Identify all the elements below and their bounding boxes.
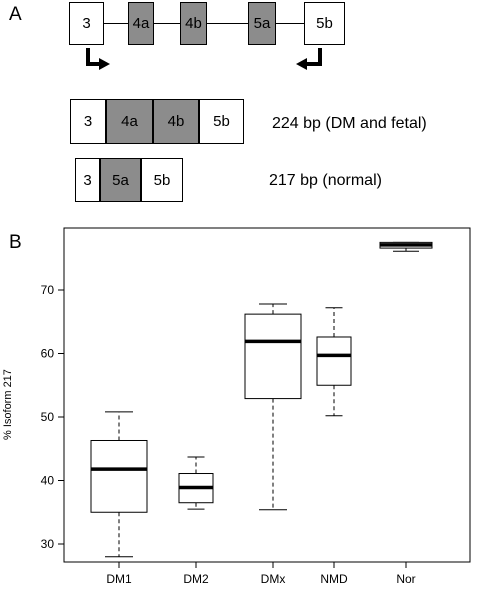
- x-tick-label: DMx: [261, 572, 286, 586]
- iso217-exon-3: 3: [75, 158, 100, 202]
- x-tick-label: DM2: [183, 572, 209, 586]
- iso224-exon-3: 3: [70, 99, 106, 144]
- y-tick-label: 70: [41, 283, 55, 297]
- x-tick-label: Nor: [396, 572, 415, 586]
- y-tick-label: 30: [41, 537, 55, 551]
- panel-b-label: B: [9, 232, 22, 253]
- exon-4a: 4a: [128, 2, 154, 45]
- box-nmd: [316, 336, 352, 386]
- iso224-exon-5b: 5b: [199, 99, 244, 144]
- isoform-217-caption: 217 bp (normal): [269, 172, 382, 189]
- exon-3: 3: [69, 2, 104, 45]
- x-tick-label: DM1: [106, 572, 132, 586]
- intron-line: [154, 23, 180, 24]
- box-dmx: [244, 313, 302, 400]
- iso217-exon-5b: 5b: [141, 158, 183, 202]
- reverse-primer-arrow: [296, 48, 322, 70]
- plot-frame: [63, 227, 471, 563]
- y-tick-label: 60: [41, 347, 55, 361]
- intron-line: [276, 23, 304, 24]
- exon-5b: 5b: [304, 2, 345, 45]
- panel-a-label: A: [9, 4, 22, 25]
- isoform-224-caption: 224 bp (DM and fetal): [272, 115, 427, 132]
- exon-4b: 4b: [180, 2, 207, 45]
- box-dm1: [90, 439, 148, 513]
- y-tick-label: 50: [41, 410, 55, 424]
- y-tick-label: 40: [41, 474, 55, 488]
- exon-5a: 5a: [248, 2, 276, 45]
- iso217-exon-5a: 5a: [100, 158, 141, 202]
- iso224-exon-4a: 4a: [106, 99, 153, 144]
- iso224-exon-4b: 4b: [153, 99, 199, 144]
- intron-line: [104, 23, 128, 24]
- intron-line: [207, 23, 248, 24]
- forward-primer-arrow: [86, 48, 110, 70]
- x-tick-label: NMD: [320, 572, 348, 586]
